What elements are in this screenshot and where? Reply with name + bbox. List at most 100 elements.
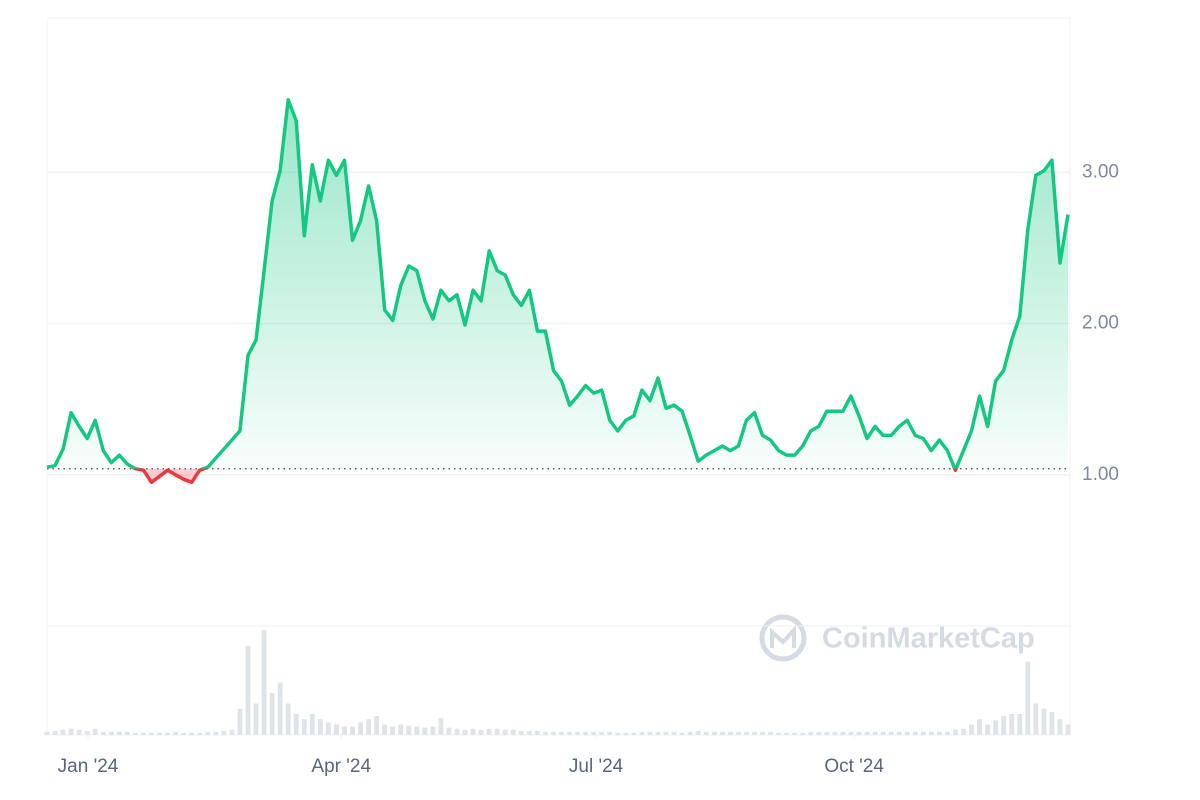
- volume-bar: [928, 731, 934, 735]
- volume-bar: [567, 731, 572, 735]
- volume-bar: [462, 729, 468, 735]
- volume-bar: [68, 728, 74, 735]
- volume-bar: [382, 724, 388, 735]
- volume-bar: [454, 728, 460, 735]
- y-tick-label: 1.00: [1082, 464, 1119, 485]
- volume-bar: [269, 693, 275, 735]
- volume-bar: [551, 731, 556, 735]
- x-tick-label: Jul '24: [569, 756, 624, 777]
- volume-bar: [446, 727, 452, 735]
- volume-bar: [325, 722, 331, 735]
- volume-bar: [181, 732, 187, 735]
- volume-bar: [969, 724, 974, 735]
- volume-bar: [864, 731, 870, 735]
- volume-bar: [293, 714, 299, 735]
- volume-bar: [920, 731, 926, 735]
- volume-bar: [816, 731, 822, 735]
- volume-bar: [607, 731, 613, 735]
- volume-bar: [832, 731, 838, 735]
- volume-bar: [945, 731, 950, 735]
- volume-bar: [1049, 711, 1055, 735]
- volume-bar: [502, 729, 508, 735]
- volume-bar: [374, 716, 380, 735]
- x-tick-label: Oct '24: [824, 756, 884, 777]
- volume-bar: [1041, 708, 1047, 735]
- volume-bar: [936, 731, 942, 735]
- volume-bar: [157, 732, 162, 735]
- volume-bar: [1001, 716, 1007, 735]
- volume-bar: [583, 731, 589, 735]
- volume-bar: [261, 630, 267, 735]
- price-line: [46, 97, 1070, 485]
- price-area: [47, 99, 1068, 483]
- volume-bar: [253, 703, 259, 735]
- volume-bar: [1009, 714, 1015, 735]
- volume-bar: [197, 732, 203, 735]
- volume-bar: [711, 731, 717, 735]
- volume-bar: [510, 729, 516, 735]
- volume-bar: [1025, 661, 1031, 735]
- volume-bar: [92, 728, 98, 735]
- volume-bar: [221, 730, 227, 735]
- volume-bar: [623, 732, 629, 735]
- watermark-text: CoinMarketCap: [822, 623, 1035, 655]
- volume-bar: [237, 708, 243, 735]
- volume-bar: [639, 731, 645, 735]
- volume-bar: [173, 731, 179, 735]
- volume-bar: [663, 731, 669, 735]
- volume-bar: [615, 732, 621, 735]
- volume-bar: [735, 731, 741, 735]
- volume-bar: [848, 731, 854, 735]
- volume-bar: [703, 731, 709, 735]
- volume-bar: [904, 731, 910, 735]
- watermark-logo: [759, 614, 807, 662]
- volume-bar: [430, 726, 436, 735]
- volume-bar: [760, 731, 765, 735]
- volume-bar: [213, 731, 219, 735]
- volume-bar: [953, 729, 958, 735]
- volume-bar: [486, 728, 492, 735]
- volume-bar: [1033, 703, 1039, 735]
- volume-bar: [406, 725, 412, 735]
- volume-bar: [1017, 714, 1023, 735]
- volume-bar: [888, 731, 894, 735]
- volume-bar: [872, 731, 878, 735]
- volume-bar: [808, 731, 814, 735]
- volume-bar: [792, 732, 798, 735]
- volume-bar: [350, 726, 355, 735]
- volume-bar: [840, 731, 846, 735]
- y-tick-label: 3.00: [1082, 161, 1119, 182]
- x-tick-label: Jan '24: [58, 756, 119, 777]
- volume-bar: [84, 730, 90, 735]
- volume-bar: [961, 728, 966, 735]
- volume-bar: [438, 718, 444, 735]
- volume-bar: [719, 731, 725, 735]
- volume-bar: [494, 728, 500, 735]
- watermark-logo-mark: [770, 624, 796, 648]
- volume-bar: [149, 732, 154, 735]
- volume-bar: [358, 722, 363, 735]
- volume-bar: [880, 731, 886, 735]
- volume-bar: [993, 720, 999, 735]
- volume-bar: [1065, 724, 1071, 735]
- volume-bar: [518, 730, 524, 735]
- volume-bar: [679, 732, 685, 735]
- volume-bar: [1057, 719, 1063, 735]
- volume-bar: [647, 731, 653, 735]
- volume-bar: [76, 729, 82, 735]
- volume-bar: [398, 724, 404, 735]
- volume-bar: [189, 732, 195, 735]
- volume-bar: [414, 726, 420, 735]
- volume-bar: [655, 731, 661, 735]
- volume-bar: [896, 731, 902, 735]
- volume-bar: [390, 726, 396, 735]
- x-tick-label: Apr '24: [311, 756, 371, 777]
- volume-bar: [133, 732, 138, 735]
- volume-bar: [277, 682, 283, 735]
- volume-bar: [334, 724, 339, 735]
- volume-bar: [309, 714, 315, 735]
- volume-bar: [671, 731, 677, 735]
- volume-bar: [776, 732, 781, 735]
- volume-bar: [727, 731, 733, 735]
